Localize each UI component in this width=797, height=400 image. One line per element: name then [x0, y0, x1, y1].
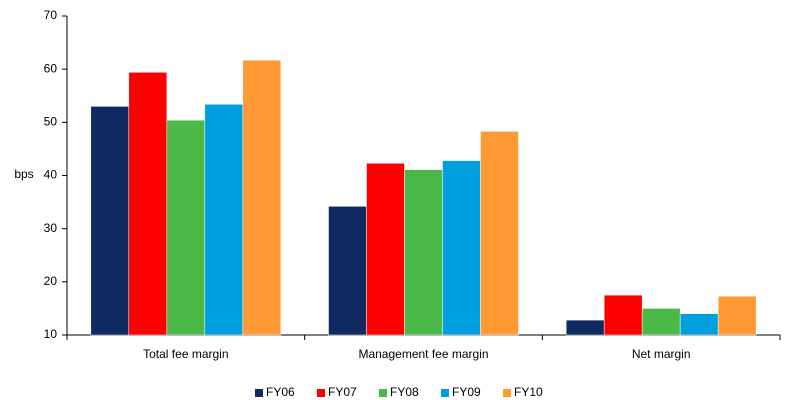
y-tick-label: 10 — [44, 327, 58, 341]
legend-swatch — [317, 389, 325, 397]
bar — [565, 319, 605, 336]
bar — [717, 295, 757, 336]
y-axis-label: bps — [14, 167, 33, 181]
legend-swatch — [441, 389, 449, 397]
legend-label: FY09 — [452, 385, 481, 399]
legend-label: FY10 — [514, 385, 543, 399]
x-tick-label: Management fee margin — [358, 347, 488, 361]
bar — [442, 160, 481, 336]
bar — [328, 206, 367, 336]
x-tick-label: Net margin — [632, 347, 691, 361]
legend-swatch — [255, 389, 263, 397]
y-tick-label: 20 — [44, 274, 58, 288]
bar — [90, 106, 130, 336]
y-tick-label: 30 — [44, 221, 58, 235]
legend-label: FY08 — [390, 385, 419, 399]
legend-swatch — [379, 389, 387, 397]
bar — [404, 169, 443, 336]
bar — [204, 104, 244, 336]
bar — [679, 313, 719, 336]
bar — [603, 294, 643, 336]
y-tick-label: 70 — [44, 8, 58, 22]
y-tick-label: 40 — [44, 168, 58, 182]
legend-label: FY07 — [328, 385, 357, 399]
bar — [166, 119, 206, 336]
bar — [480, 131, 519, 336]
bar — [242, 59, 282, 336]
legend-swatch — [503, 389, 511, 397]
bar — [128, 72, 168, 336]
bar — [641, 308, 681, 336]
x-tick-label: Total fee margin — [143, 347, 228, 361]
y-tick-label: 50 — [44, 115, 58, 129]
legend-label: FY06 — [266, 385, 295, 399]
bar — [366, 163, 405, 336]
y-tick-label: 60 — [44, 61, 58, 75]
